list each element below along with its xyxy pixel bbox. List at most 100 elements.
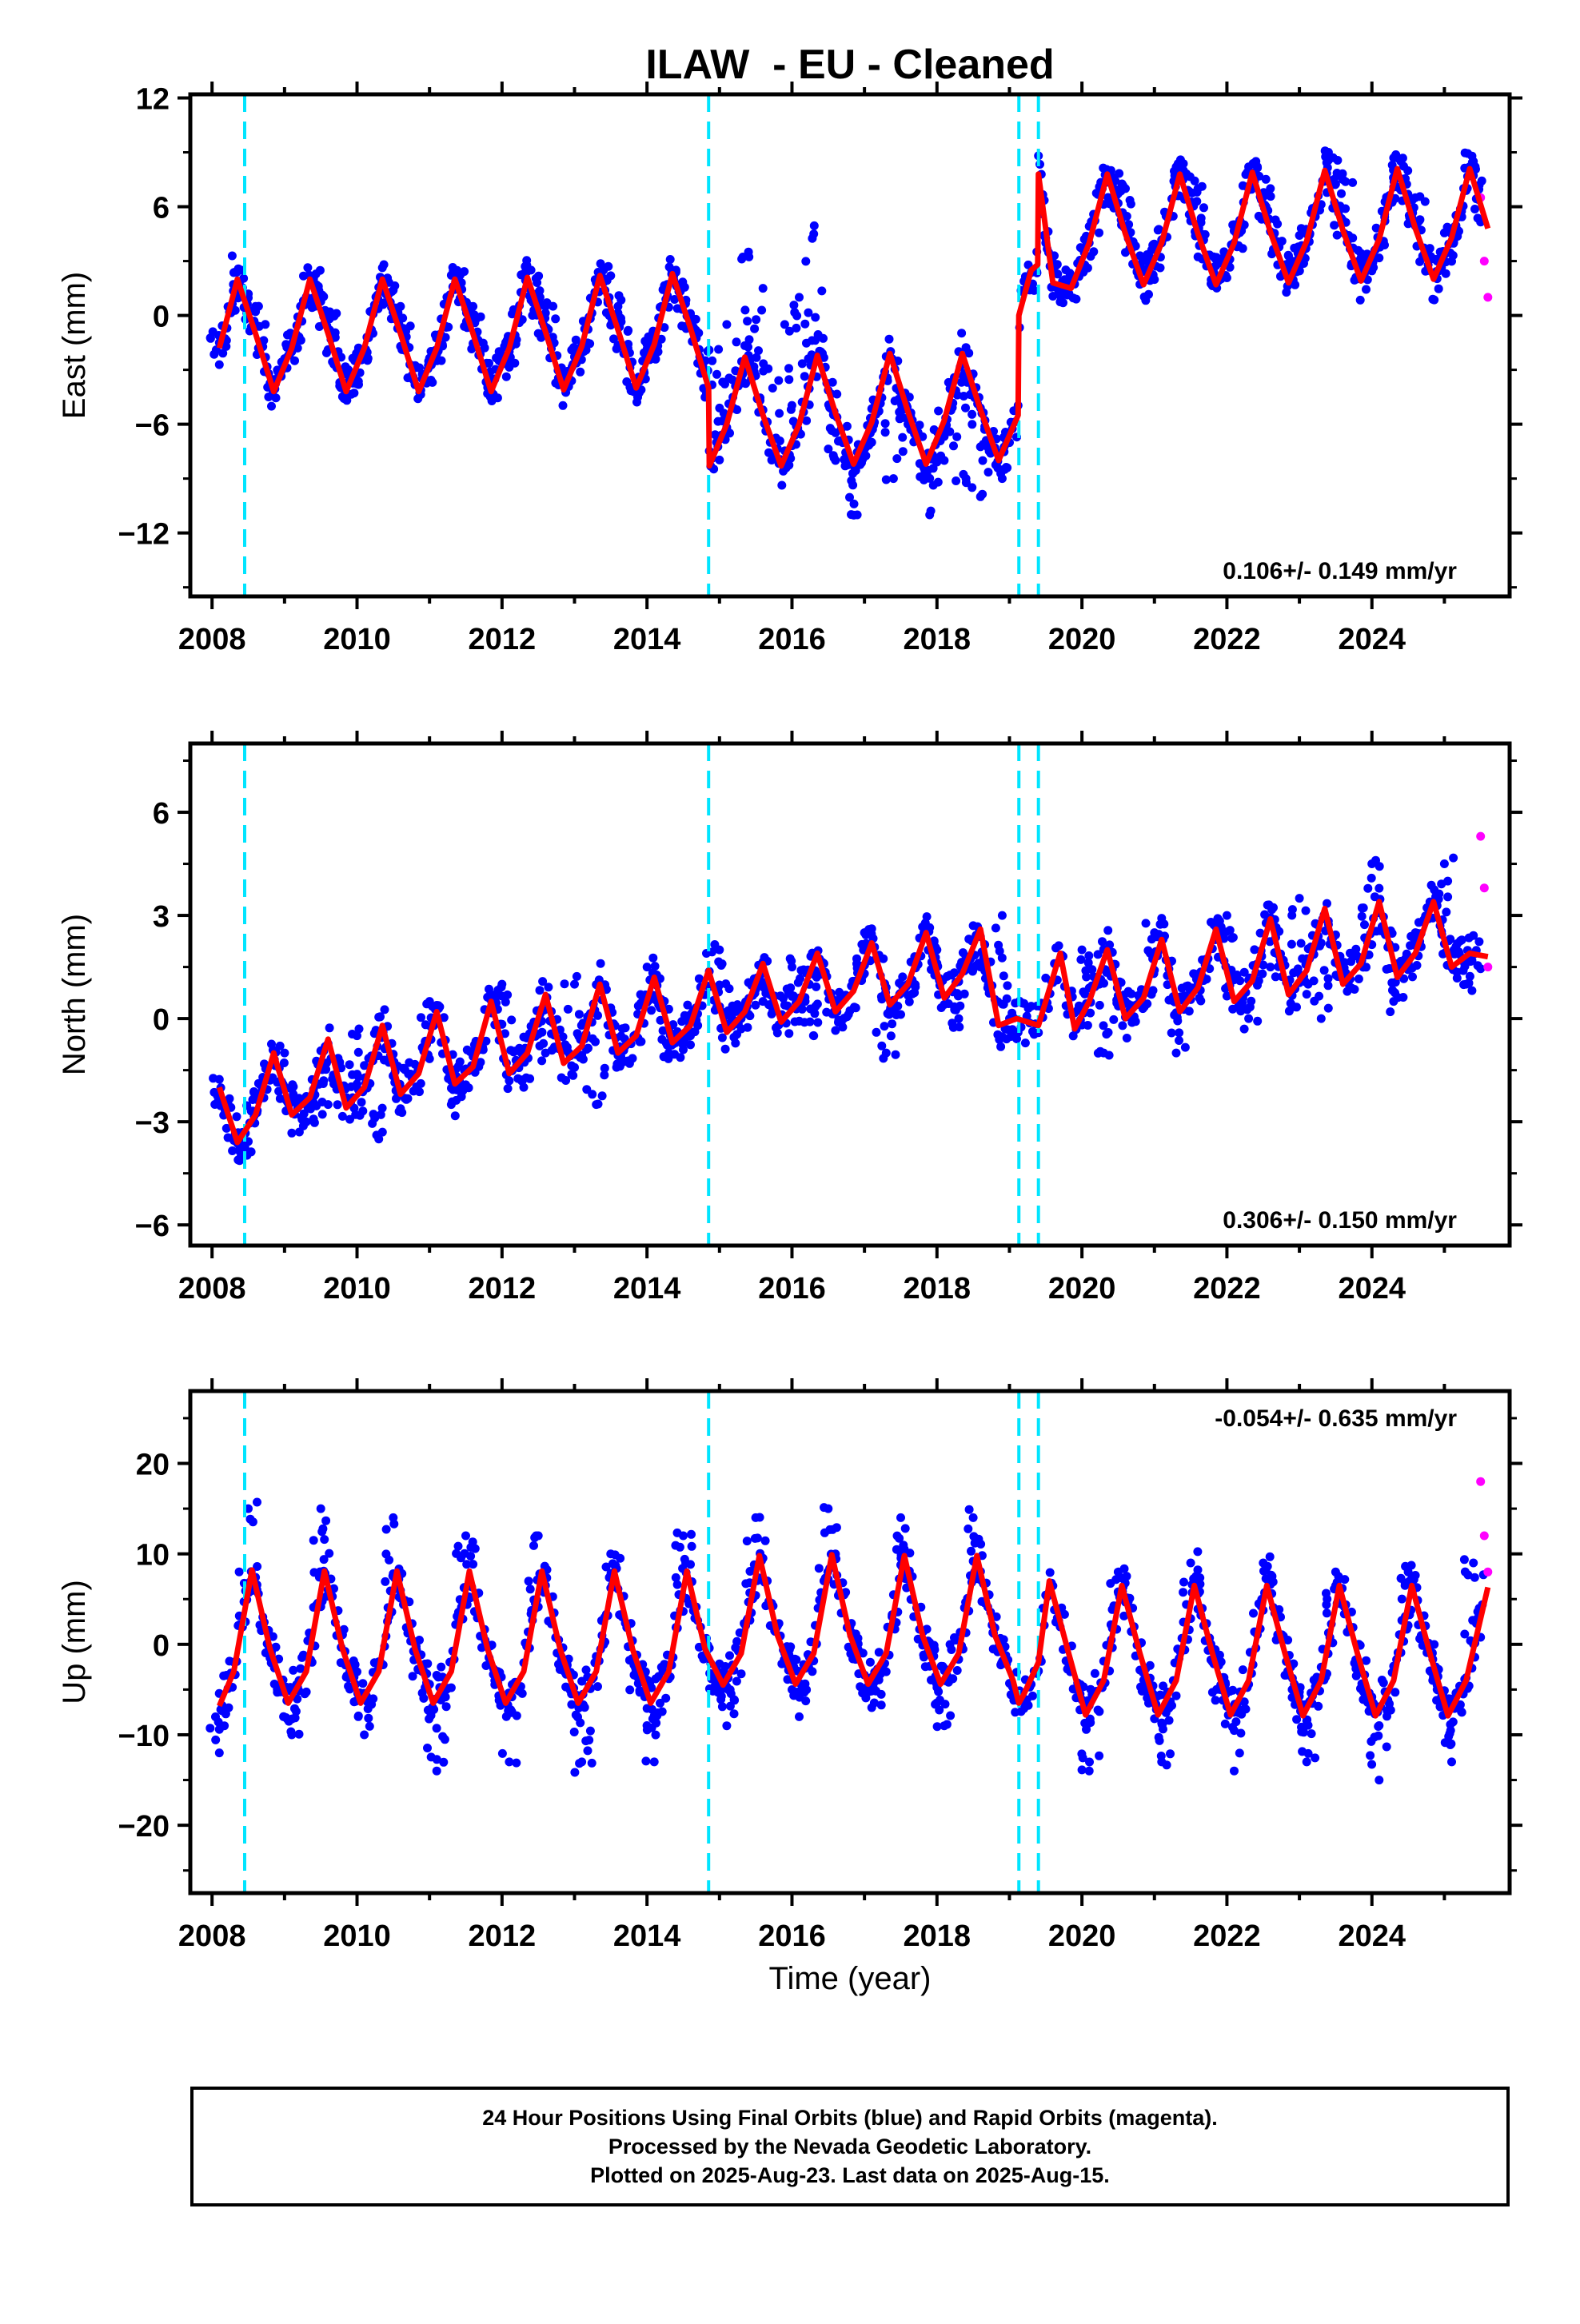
final-orbit-point <box>925 923 935 932</box>
final-orbit-point <box>1302 990 1311 999</box>
final-orbit-point <box>656 1698 664 1708</box>
final-orbit-point <box>1082 972 1091 982</box>
final-orbit-point <box>668 1020 678 1030</box>
final-orbit-point <box>1295 894 1304 903</box>
final-orbit-point <box>777 480 787 490</box>
x-tick-label: 2022 <box>1193 623 1261 656</box>
final-orbit-point <box>1171 1048 1181 1058</box>
final-orbit-point <box>680 1554 689 1564</box>
final-orbit-point <box>687 1529 696 1539</box>
model-line <box>216 899 1489 1146</box>
final-orbit-point <box>319 1076 329 1086</box>
final-orbit-point <box>759 359 768 369</box>
final-orbit-point <box>1148 986 1158 995</box>
final-orbit-point <box>757 305 767 315</box>
y-tick-label: 6 <box>153 797 170 831</box>
final-orbit-point <box>357 1098 366 1107</box>
x-tick-label: 2020 <box>1048 623 1116 656</box>
final-orbit-point <box>325 314 334 324</box>
final-orbit-point <box>529 1541 538 1550</box>
final-orbit-point <box>842 421 852 431</box>
final-orbit-point <box>1420 197 1430 206</box>
final-orbit-point <box>446 1100 456 1110</box>
final-orbit-point <box>1222 273 1231 282</box>
x-tick-label: 2016 <box>758 1919 826 1953</box>
final-orbit-point <box>991 923 1000 933</box>
final-orbit-point <box>804 308 813 317</box>
final-orbit-point <box>742 1537 752 1546</box>
rapid-orbit-point <box>1483 293 1493 302</box>
final-orbit-point <box>1173 1016 1183 1026</box>
final-orbit-point <box>999 971 1008 981</box>
x-tick-label: 2014 <box>613 1919 681 1953</box>
final-orbit-point <box>423 1744 432 1752</box>
final-orbit-point <box>786 983 796 993</box>
final-orbit-point <box>1331 179 1340 189</box>
final-orbit-point <box>1103 926 1113 935</box>
final-orbit-point <box>469 311 479 321</box>
final-orbit-point <box>1457 1708 1466 1717</box>
final-orbit-point <box>824 1504 833 1513</box>
final-orbit-point <box>1403 1567 1413 1577</box>
final-orbit-point <box>365 1721 374 1731</box>
final-orbit-point <box>273 1688 282 1697</box>
final-orbit-point <box>503 1084 513 1094</box>
final-orbit-point <box>831 1026 840 1035</box>
final-orbit-point <box>501 1029 509 1038</box>
final-orbit-point <box>1186 1558 1195 1568</box>
final-orbit-point <box>1319 966 1329 975</box>
final-orbit-point <box>1179 1588 1188 1597</box>
final-orbit-point <box>1255 928 1265 938</box>
y-tick-label: −6 <box>135 1210 170 1243</box>
final-orbit-point <box>800 372 809 381</box>
final-orbit-point <box>1357 253 1367 263</box>
final-orbit-point <box>535 986 545 995</box>
final-orbit-point <box>1362 963 1371 972</box>
final-orbit-point <box>584 1043 592 1053</box>
final-orbit-point <box>325 1549 334 1558</box>
y-tick-label: −6 <box>135 409 170 443</box>
final-orbit-point <box>1460 1567 1470 1577</box>
final-orbit-point <box>1275 1604 1284 1614</box>
y-tick-label: 0 <box>153 1629 170 1663</box>
final-orbit-point <box>1239 1697 1249 1707</box>
final-orbit-point <box>920 1662 930 1672</box>
x-tick-label: 2018 <box>904 1919 972 1953</box>
final-orbit-point <box>380 1005 389 1015</box>
final-orbit-point <box>1439 859 1449 868</box>
final-orbit-point <box>1045 1568 1055 1577</box>
final-orbit-point <box>1084 951 1094 960</box>
final-orbit-point <box>517 315 527 325</box>
final-orbit-point <box>1083 958 1093 967</box>
final-orbit-point <box>935 1705 944 1715</box>
final-orbit-point <box>736 1669 746 1679</box>
final-orbit-point <box>719 409 728 418</box>
final-orbit-point <box>1287 939 1296 949</box>
final-orbit-point <box>964 349 974 358</box>
final-orbit-point <box>1446 1739 1456 1748</box>
final-orbit-point <box>275 1094 285 1103</box>
final-orbit-point <box>541 309 550 318</box>
final-orbit-point <box>774 376 784 385</box>
final-orbit-point <box>911 980 920 989</box>
final-orbit-point <box>1083 263 1092 273</box>
final-orbit-point <box>558 401 568 410</box>
final-orbit-point <box>948 1018 957 1028</box>
final-orbit-point <box>1474 937 1484 947</box>
x-tick-label: 2012 <box>469 1272 537 1306</box>
final-orbit-point <box>952 432 962 441</box>
final-orbit-point <box>809 1031 819 1041</box>
final-orbit-point <box>353 1072 363 1082</box>
final-orbit-point <box>563 1004 573 1014</box>
final-orbit-point <box>1216 923 1226 931</box>
y-axis-label: East (mm) <box>57 272 92 419</box>
final-orbit-point <box>309 1536 318 1545</box>
final-orbit-point <box>389 285 398 295</box>
final-orbit-point <box>290 356 299 365</box>
y-tick-label: 10 <box>136 1539 170 1573</box>
final-orbit-point <box>1406 1561 1416 1570</box>
model-line <box>216 165 1491 469</box>
final-orbit-point <box>596 959 605 968</box>
